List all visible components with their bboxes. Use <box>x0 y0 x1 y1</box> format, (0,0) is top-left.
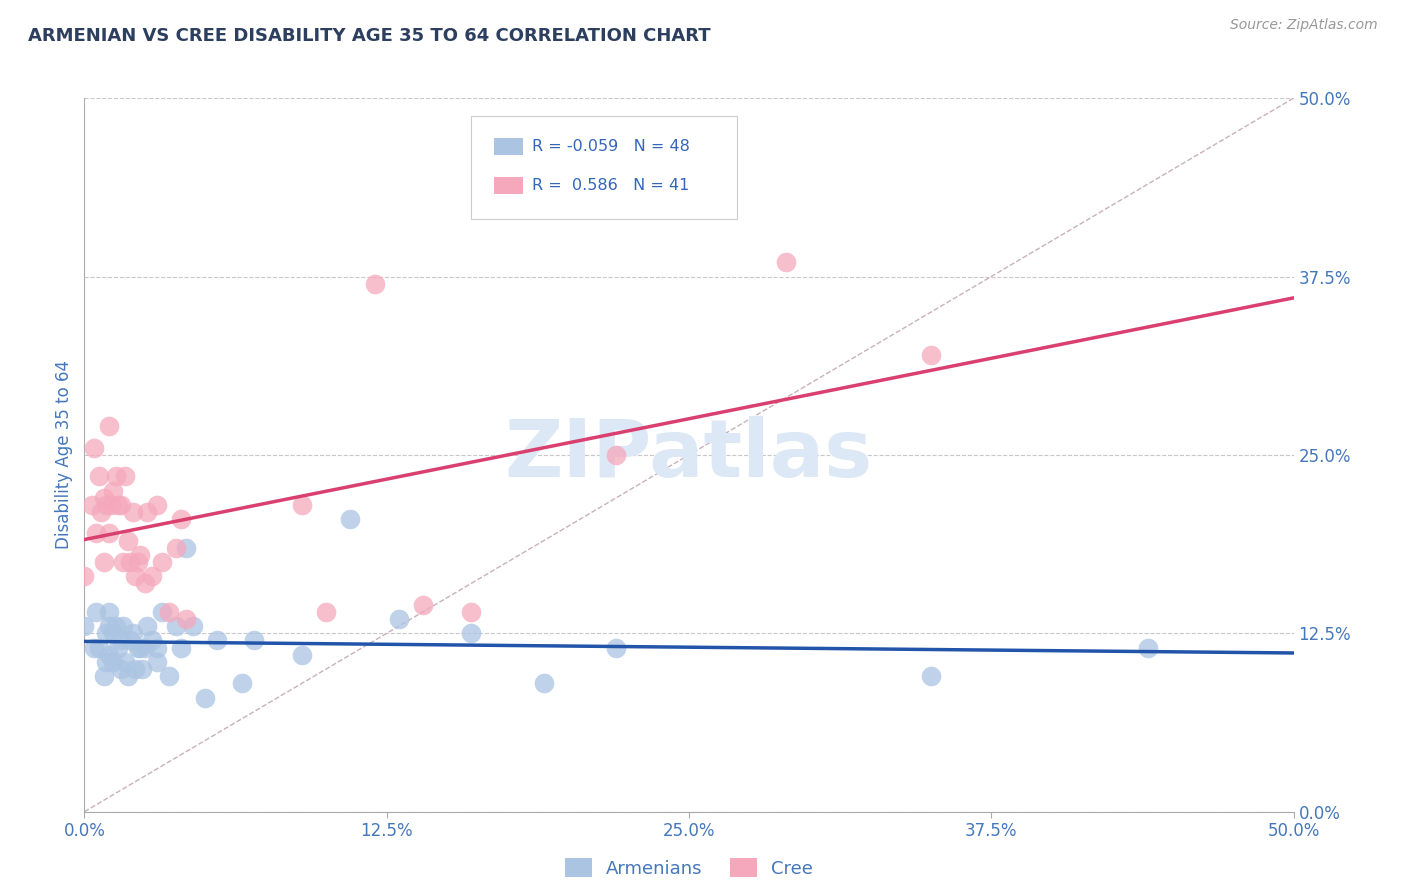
Point <box>165 619 187 633</box>
Point <box>231 676 253 690</box>
Point <box>129 640 152 655</box>
Point <box>87 640 110 655</box>
Point <box>920 348 942 362</box>
Point <box>150 605 173 619</box>
Point <box>775 255 797 269</box>
FancyBboxPatch shape <box>495 138 523 155</box>
Point <box>242 633 264 648</box>
Point <box>388 612 411 626</box>
FancyBboxPatch shape <box>495 178 523 194</box>
Point <box>107 498 129 512</box>
Point <box>120 633 142 648</box>
Point <box>97 605 120 619</box>
Point <box>83 441 105 455</box>
Point <box>170 512 193 526</box>
Point <box>110 498 132 512</box>
Point <box>131 662 153 676</box>
FancyBboxPatch shape <box>471 116 737 219</box>
Point <box>460 605 482 619</box>
Point <box>141 633 163 648</box>
Text: R =  0.586   N = 41: R = 0.586 N = 41 <box>531 178 689 194</box>
Text: R = -0.059   N = 48: R = -0.059 N = 48 <box>531 139 689 154</box>
Y-axis label: Disability Age 35 to 64: Disability Age 35 to 64 <box>55 360 73 549</box>
Point <box>104 619 127 633</box>
Point <box>121 505 143 519</box>
Point <box>315 605 337 619</box>
Point <box>93 491 115 505</box>
Point <box>103 655 125 669</box>
Point <box>110 662 132 676</box>
Point <box>150 555 173 569</box>
Point <box>363 277 385 291</box>
Point <box>533 676 555 690</box>
Point <box>97 526 120 541</box>
Point <box>103 626 125 640</box>
Point <box>110 633 132 648</box>
Point <box>1137 640 1160 655</box>
Point <box>73 619 96 633</box>
Point <box>117 533 139 548</box>
Legend: Armenians, Cree: Armenians, Cree <box>557 851 821 885</box>
Point <box>460 626 482 640</box>
Point <box>114 655 136 669</box>
Point <box>120 555 142 569</box>
Point <box>157 605 180 619</box>
Point <box>194 690 217 705</box>
Point <box>339 512 361 526</box>
Point <box>134 576 156 591</box>
Point <box>146 655 169 669</box>
Text: ARMENIAN VS CREE DISABILITY AGE 35 TO 64 CORRELATION CHART: ARMENIAN VS CREE DISABILITY AGE 35 TO 64… <box>28 27 711 45</box>
Point <box>146 640 169 655</box>
Point <box>136 619 159 633</box>
Point <box>124 569 146 583</box>
Point <box>127 555 149 569</box>
Point <box>170 640 193 655</box>
Point <box>207 633 229 648</box>
Point <box>112 555 135 569</box>
Point <box>174 612 197 626</box>
Point <box>181 619 204 633</box>
Point <box>94 655 117 669</box>
Point <box>165 541 187 555</box>
Point <box>104 469 127 483</box>
Point <box>73 569 96 583</box>
Point <box>121 626 143 640</box>
Point <box>114 469 136 483</box>
Point <box>920 669 942 683</box>
Point <box>90 505 112 519</box>
Point <box>83 640 105 655</box>
Point <box>107 640 129 655</box>
Point <box>86 605 108 619</box>
Point <box>103 483 125 498</box>
Point <box>94 626 117 640</box>
Point <box>605 448 627 462</box>
Point <box>174 541 197 555</box>
Point <box>97 419 120 434</box>
Point <box>157 669 180 683</box>
Point <box>93 555 115 569</box>
Text: Source: ZipAtlas.com: Source: ZipAtlas.com <box>1230 18 1378 32</box>
Point <box>127 640 149 655</box>
Point <box>129 548 152 562</box>
Point <box>93 669 115 683</box>
Point <box>291 498 314 512</box>
Point <box>112 619 135 633</box>
Point <box>87 469 110 483</box>
Point <box>291 648 314 662</box>
Point <box>117 669 139 683</box>
Point <box>605 640 627 655</box>
Point <box>86 526 108 541</box>
Point <box>134 640 156 655</box>
Point <box>100 498 122 512</box>
Point <box>80 498 103 512</box>
Text: ZIPatlas: ZIPatlas <box>505 416 873 494</box>
Point <box>94 498 117 512</box>
Point <box>97 648 120 662</box>
Point <box>124 662 146 676</box>
Point <box>412 598 434 612</box>
Point <box>146 498 169 512</box>
Point <box>97 619 120 633</box>
Point <box>136 505 159 519</box>
Point <box>141 569 163 583</box>
